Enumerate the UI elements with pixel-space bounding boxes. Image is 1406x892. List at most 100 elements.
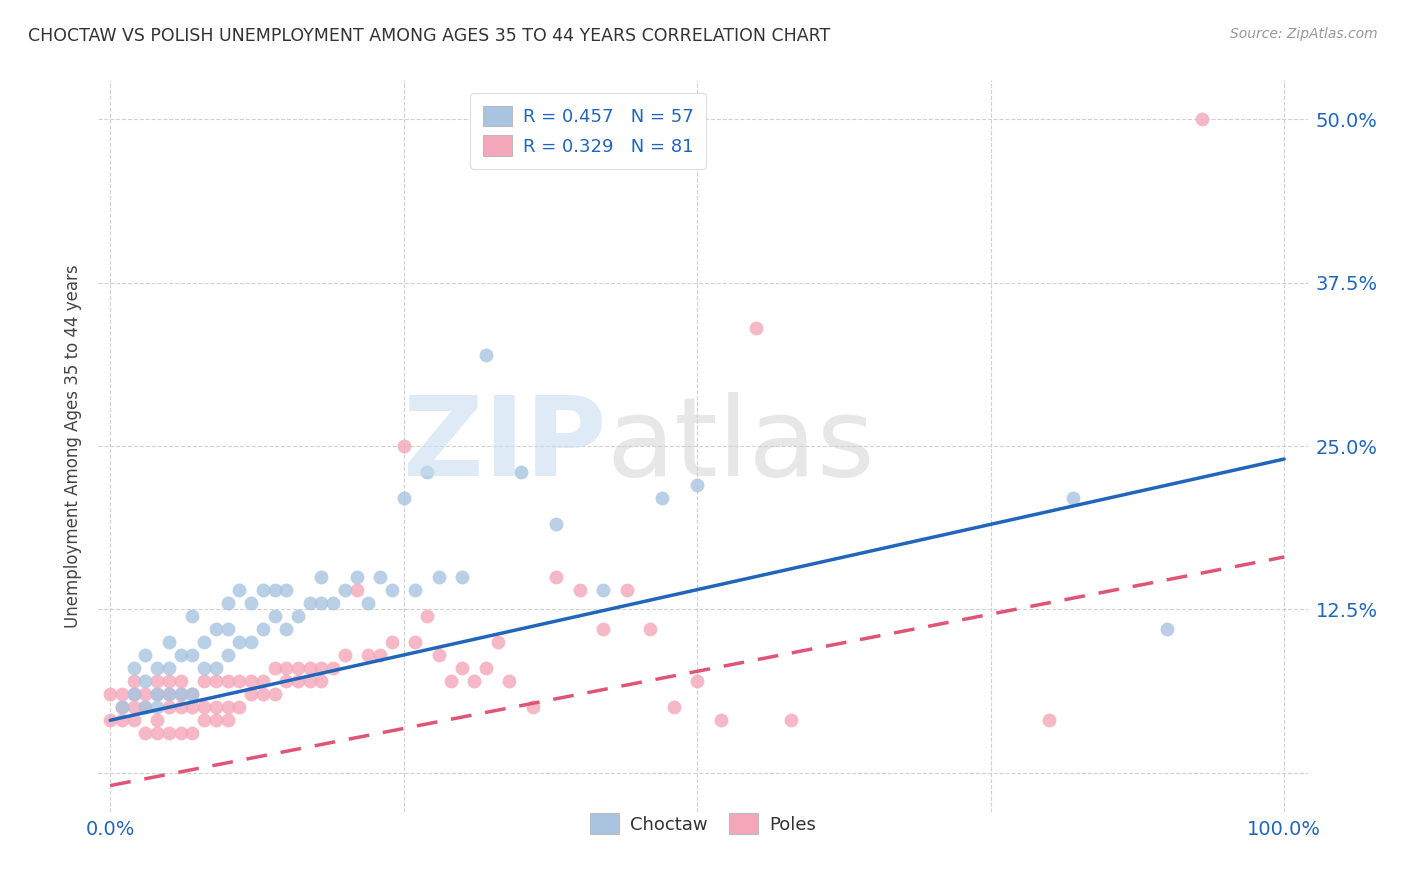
Point [381,635,404,649]
Point [311,569,333,583]
Point [204,700,226,714]
Point [122,700,145,714]
Point [298,661,321,675]
Point [169,687,191,701]
Point [228,635,250,649]
Point [111,700,134,714]
Point [311,596,333,610]
Point [98,687,121,701]
Point [217,596,239,610]
Point [427,569,450,583]
Point [322,596,344,610]
Point [357,648,380,662]
Point [240,674,263,689]
Point [346,582,368,597]
Text: Source: ZipAtlas.com: Source: ZipAtlas.com [1230,27,1378,41]
Point [475,661,498,675]
Point [392,439,415,453]
Point [451,569,474,583]
Point [193,674,215,689]
Point [228,700,250,714]
Point [228,674,250,689]
Point [439,674,461,689]
Point [686,674,709,689]
Point [298,674,321,689]
Point [217,648,239,662]
Point [392,491,415,506]
Point [240,635,263,649]
Point [263,608,285,623]
Point [169,700,191,714]
Point [111,700,134,714]
Point [146,687,169,701]
Point [157,635,180,649]
Point [217,674,239,689]
Point [333,582,356,597]
Point [592,582,614,597]
Point [204,674,226,689]
Point [1191,112,1213,127]
Point [368,569,391,583]
Point [228,582,250,597]
Point [662,700,685,714]
Point [404,582,426,597]
Point [181,687,204,701]
Point [276,661,298,675]
Point [546,517,568,532]
Point [311,674,333,689]
Point [276,674,298,689]
Point [204,661,226,675]
Point [217,700,239,714]
Point [204,714,226,728]
Point [193,714,215,728]
Point [240,687,263,701]
Point [298,596,321,610]
Point [134,687,156,701]
Point [134,700,156,714]
Point [651,491,673,506]
Point [616,582,638,597]
Point [146,714,169,728]
Point [111,687,134,701]
Point [157,661,180,675]
Point [451,661,474,675]
Point [546,569,568,583]
Point [263,661,285,675]
Point [427,648,450,662]
Point [181,687,204,701]
Point [710,714,733,728]
Point [169,726,191,740]
Point [181,648,204,662]
Point [157,726,180,740]
Y-axis label: Unemployment Among Ages 35 to 44 years: Unemployment Among Ages 35 to 44 years [63,264,82,628]
Text: ZIP: ZIP [404,392,606,500]
Point [252,687,274,701]
Point [287,661,309,675]
Point [146,687,169,701]
Point [157,687,180,701]
Point [181,700,204,714]
Point [134,648,156,662]
Point [252,674,274,689]
Point [522,700,544,714]
Point [287,608,309,623]
Point [134,726,156,740]
Point [287,674,309,689]
Point [146,700,169,714]
Point [111,714,134,728]
Point [146,726,169,740]
Point [98,714,121,728]
Point [486,635,509,649]
Point [368,648,391,662]
Point [157,687,180,701]
Point [122,687,145,701]
Point [122,687,145,701]
Point [1062,491,1084,506]
Text: CHOCTAW VS POLISH UNEMPLOYMENT AMONG AGES 35 TO 44 YEARS CORRELATION CHART: CHOCTAW VS POLISH UNEMPLOYMENT AMONG AGE… [28,27,831,45]
Point [204,622,226,636]
Point [134,674,156,689]
Point [780,714,803,728]
Point [568,582,591,597]
Point [416,608,439,623]
Point [169,687,191,701]
